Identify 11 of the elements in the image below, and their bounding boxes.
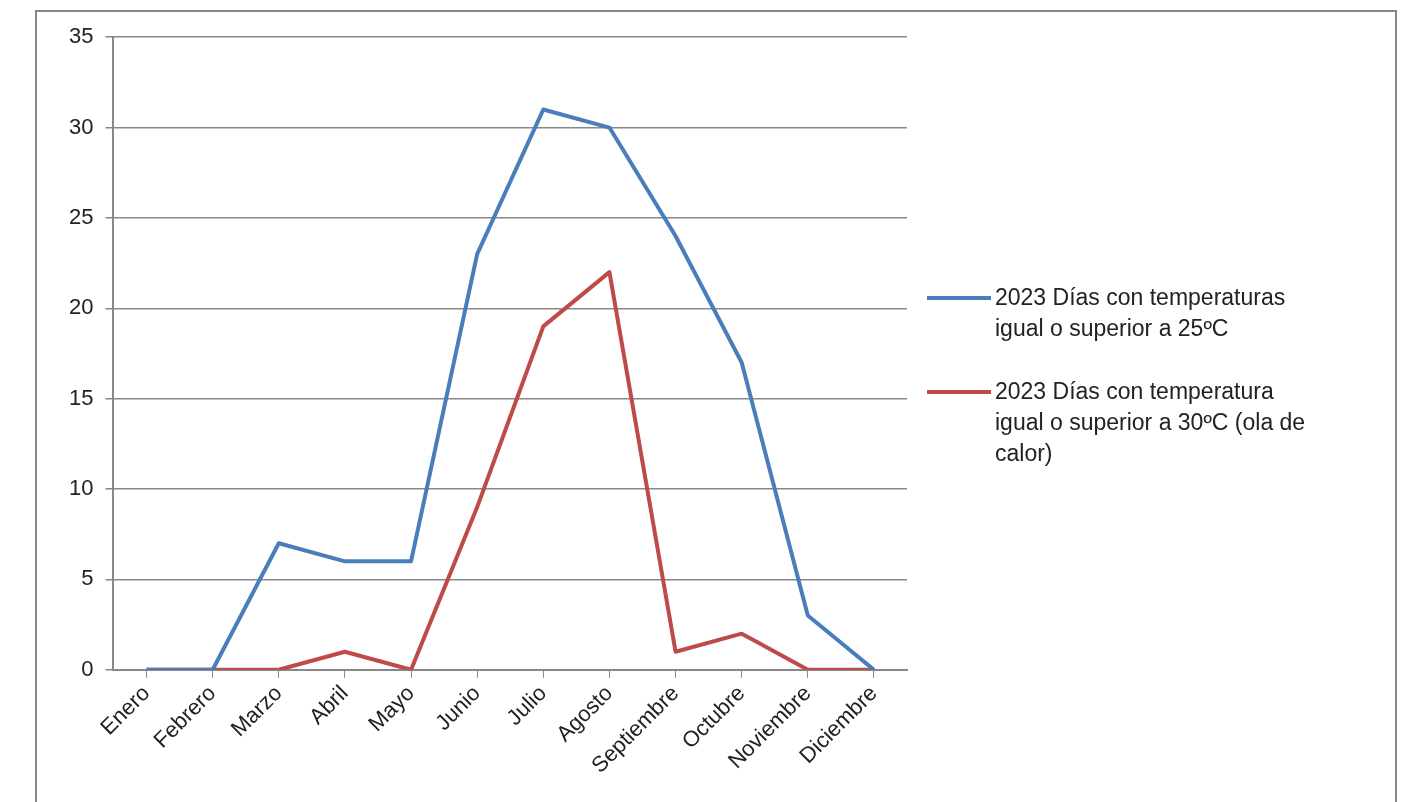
x-tick-label: Julio xyxy=(501,680,552,730)
y-tick-label: 15 xyxy=(68,384,94,410)
y-tick-label: 25 xyxy=(68,204,94,229)
y-tick-label: 10 xyxy=(68,475,94,501)
y-tick-label: 20 xyxy=(68,294,94,320)
y-tick-label: 5 xyxy=(81,565,94,591)
y-tick-label: 35 xyxy=(68,23,94,49)
legend-label: 2023 Días con temperaturas igual o superior a 25ºC xyxy=(995,283,1287,343)
legend-label: 2023 Días con temperatura igual o superior a 30ºC (ola de calor) xyxy=(995,377,1307,468)
y-tick-label: 0 xyxy=(81,655,94,681)
y-tick-label: 30 xyxy=(68,113,94,139)
